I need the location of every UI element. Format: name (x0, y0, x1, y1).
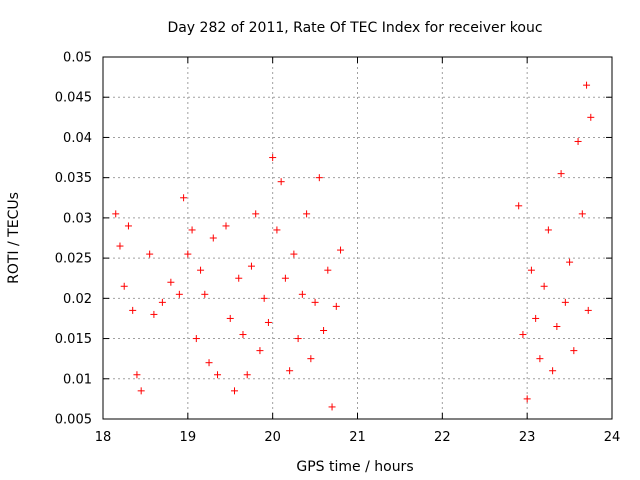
data-points (112, 81, 595, 411)
data-point (544, 226, 552, 234)
data-point (515, 202, 523, 210)
y-tick-label: 0.02 (63, 292, 92, 307)
data-point (243, 371, 251, 379)
data-point (205, 359, 213, 367)
y-tick-label: 0.035 (55, 171, 92, 186)
data-point (120, 282, 128, 290)
data-point (549, 367, 557, 375)
data-point (201, 290, 209, 298)
data-point (209, 234, 217, 242)
data-point (188, 226, 196, 234)
data-point (180, 194, 188, 202)
data-point (175, 290, 183, 298)
data-point (116, 242, 124, 250)
data-point (294, 335, 302, 343)
data-point (133, 371, 141, 379)
data-point (137, 387, 145, 395)
x-tick-label: 19 (180, 430, 197, 445)
y-tick-label: 0.01 (63, 372, 92, 387)
data-point (307, 355, 315, 363)
data-point (574, 137, 582, 145)
chart-title: Day 282 of 2011, Rate Of TEC Index for r… (167, 20, 542, 36)
data-point (311, 298, 319, 306)
data-point (320, 327, 328, 335)
data-point (332, 302, 340, 310)
data-point (540, 282, 548, 290)
data-point (226, 314, 234, 322)
data-point (303, 210, 311, 218)
data-point (264, 318, 272, 326)
x-tick-label: 23 (519, 430, 536, 445)
data-point (277, 178, 285, 186)
data-point (129, 306, 137, 314)
data-point (553, 322, 561, 330)
data-point (290, 250, 298, 258)
y-tick-label: 0.025 (55, 252, 92, 267)
data-point (281, 274, 289, 282)
x-tick-label: 24 (604, 430, 621, 445)
axis-ticks: 18 19 20 21 22 23 24 0.005 0.01 0.015 0.02 0.025 0.0… (55, 51, 620, 446)
data-point (532, 314, 540, 322)
data-point (260, 294, 268, 302)
data-point (124, 222, 132, 230)
x-tick-label: 18 (95, 430, 112, 445)
y-axis-label: ROTI / TECUs (6, 192, 22, 284)
data-point (523, 395, 531, 403)
y-tick-label: 0.05 (63, 51, 92, 66)
data-point (578, 210, 586, 218)
x-tick-label: 21 (349, 430, 366, 445)
data-point (252, 210, 260, 218)
data-point (256, 347, 264, 355)
data-point (146, 250, 154, 258)
data-point (328, 403, 336, 411)
data-point (536, 355, 544, 363)
y-tick-label: 0.04 (63, 131, 92, 146)
data-point (561, 298, 569, 306)
data-point (239, 331, 247, 339)
data-point (150, 310, 158, 318)
data-point (519, 331, 527, 339)
x-tick-label: 20 (264, 430, 281, 445)
data-point (192, 335, 200, 343)
data-point (269, 154, 277, 162)
data-point (527, 266, 535, 274)
data-point (273, 226, 281, 234)
data-point (570, 347, 578, 355)
data-point (230, 387, 238, 395)
y-tick-label: 0.03 (63, 211, 92, 226)
x-axis-label: GPS time / hours (296, 459, 413, 475)
data-point (112, 210, 120, 218)
data-point (222, 222, 230, 230)
data-point (184, 250, 192, 258)
y-tick-label: 0.015 (55, 332, 92, 347)
data-point (167, 278, 175, 286)
data-point (583, 81, 591, 89)
data-point (235, 274, 243, 282)
data-point (337, 246, 345, 254)
data-point (557, 170, 565, 178)
grid-lines (103, 57, 612, 419)
data-point (584, 306, 592, 314)
y-tick-label: 0.045 (55, 91, 92, 106)
x-tick-label: 22 (434, 430, 451, 445)
data-point (324, 266, 332, 274)
data-point (214, 371, 222, 379)
data-point (197, 266, 205, 274)
data-point (158, 298, 166, 306)
data-point (566, 258, 574, 266)
data-point (298, 290, 306, 298)
data-point (247, 262, 255, 270)
data-point (587, 113, 595, 121)
data-point (286, 367, 294, 375)
y-tick-label: 0.005 (55, 413, 92, 428)
data-point (315, 174, 323, 182)
